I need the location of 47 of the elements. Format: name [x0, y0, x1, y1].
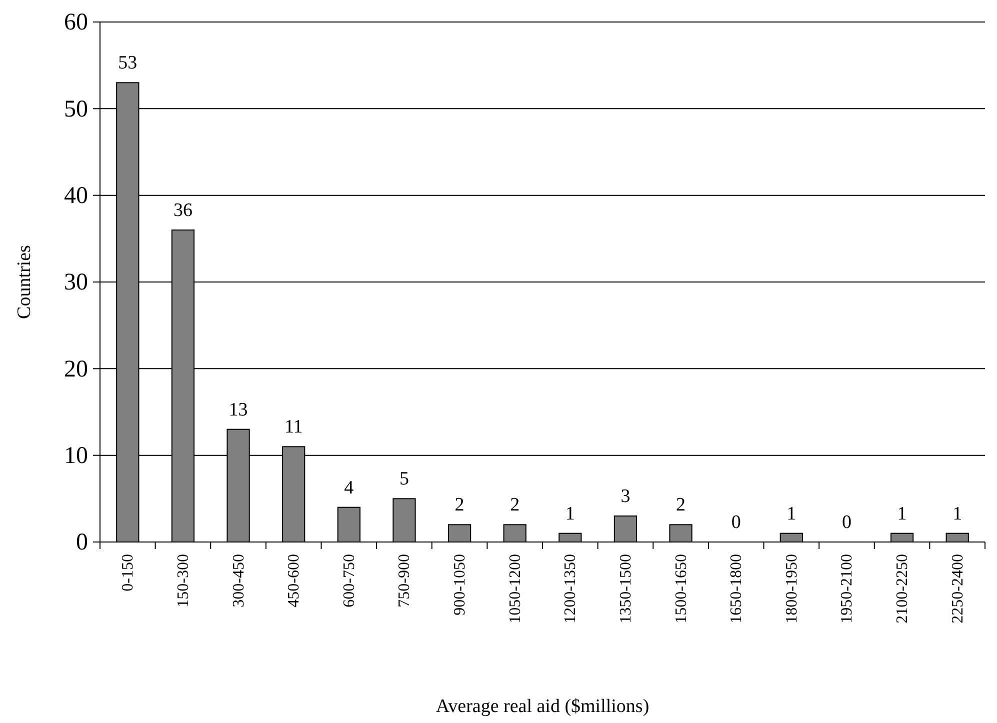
data-label: 0 — [731, 512, 741, 533]
x-tick-label: 1200-1350 — [562, 554, 580, 624]
y-tick-label: 20 — [64, 356, 88, 382]
x-tick-label: 0-150 — [120, 554, 137, 592]
data-label: 2 — [676, 494, 686, 516]
y-tick-label: 30 — [64, 270, 88, 296]
bar — [337, 506, 360, 542]
data-label: 4 — [344, 477, 354, 498]
y-tick-label: 10 — [64, 443, 88, 470]
data-label: 11 — [284, 416, 303, 438]
y-tick-label: 50 — [64, 96, 88, 122]
x-axis-title: Average real aid ($millions) — [436, 696, 650, 717]
x-tick-label: 1650-1800 — [728, 554, 746, 624]
data-label: 1 — [786, 503, 796, 524]
bar — [614, 516, 638, 542]
y-tick-label: 60 — [64, 10, 88, 36]
x-tick-label: 450-600 — [286, 554, 303, 608]
x-tick-label: 600-750 — [340, 554, 358, 608]
y-tick-label: 40 — [64, 183, 88, 210]
x-tick-label: 150-300 — [174, 554, 192, 608]
data-label: 0 — [842, 512, 852, 533]
bar — [669, 524, 692, 542]
x-tick-label: 1050-1200 — [506, 554, 524, 624]
x-tick-label: 300-450 — [230, 554, 248, 608]
data-label: 1 — [952, 503, 962, 524]
bar — [392, 498, 416, 542]
y-axis-title: Countries — [14, 245, 35, 319]
data-label: 3 — [620, 486, 630, 507]
data-label: 2 — [510, 494, 520, 516]
data-label: 2 — [454, 494, 464, 516]
data-label: 13 — [228, 399, 248, 420]
bar — [448, 524, 472, 542]
data-label: 36 — [173, 200, 192, 221]
x-tick-label: 1500-1650 — [672, 554, 690, 624]
x-tick-label: 1950-2100 — [838, 554, 856, 624]
x-tick-label: 1800-1950 — [783, 554, 800, 624]
x-tick-label: 2100-2250 — [894, 554, 912, 624]
data-label: 1 — [565, 503, 575, 524]
x-tick-label: 2250-2400 — [949, 554, 966, 624]
data-label: 53 — [118, 52, 138, 74]
bar — [503, 524, 526, 542]
x-tick-label: 1350-1500 — [617, 554, 634, 624]
data-label: 5 — [399, 468, 409, 490]
x-tick-label: 900-1050 — [452, 554, 469, 616]
x-tick-label: 750-900 — [396, 554, 414, 608]
y-tick-label: 0 — [76, 530, 88, 556]
data-label: 1 — [897, 503, 907, 524]
